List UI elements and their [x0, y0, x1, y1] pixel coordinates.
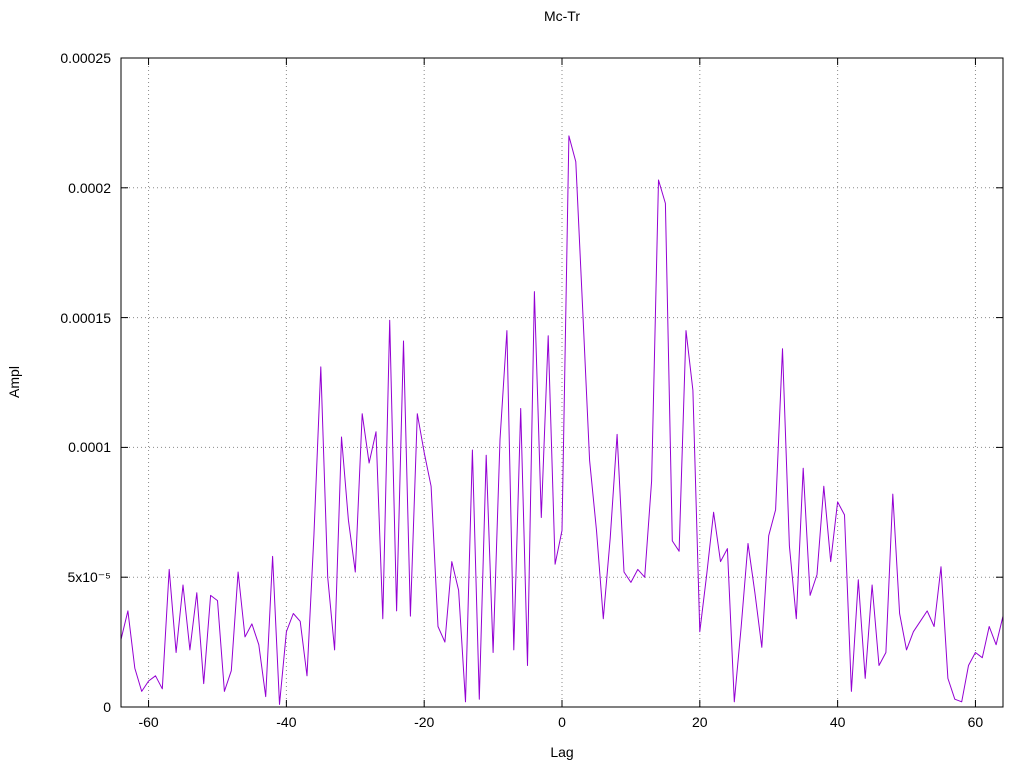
y-tick-label: 0.0001	[68, 439, 111, 456]
y-tick-label: 0.00015	[60, 309, 111, 326]
x-tick-label: 20	[692, 714, 708, 730]
x-tick-label: -60	[138, 714, 159, 730]
y-tick-label: 0	[103, 699, 111, 715]
x-tick-label: -20	[414, 714, 435, 730]
chart-title: Mc-Tr	[543, 8, 581, 24]
x-tick-label: 60	[967, 714, 984, 730]
y-tick-label: 5x10⁻⁵	[67, 569, 111, 586]
y-tick-label: 0.00025	[60, 50, 111, 66]
plot-border	[120, 57, 1004, 708]
x-tick-label: 0	[558, 714, 566, 730]
data-line	[120, 135, 1004, 705]
x-tick-label: -40	[276, 714, 297, 730]
y-tick-label: 0.0002	[68, 179, 111, 196]
x-axis-label: Lag	[550, 744, 574, 760]
x-tick-label: 40	[829, 714, 846, 730]
